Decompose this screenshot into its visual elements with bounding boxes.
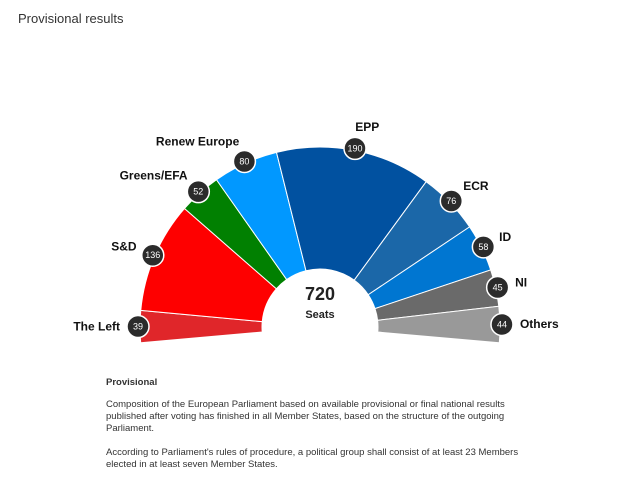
slice-epp[interactable] <box>275 146 427 281</box>
group-label-others: Others <box>520 317 559 331</box>
badge-epp <box>343 136 367 161</box>
group-label-renew-europe: Renew Europe <box>156 134 240 148</box>
seat-count-s-d: 136 <box>145 250 160 260</box>
badge-s-d <box>141 243 165 267</box>
group-label-the-left: The Left <box>73 319 120 333</box>
seat-count-ecr: 76 <box>446 196 456 206</box>
total-seats-value: 720 <box>305 284 335 304</box>
group-label-id: ID <box>499 230 511 244</box>
badge-ecr <box>439 189 464 213</box>
badge-ni <box>485 275 510 300</box>
group-label-s-d: S&D <box>111 240 137 254</box>
notes-paragraph-rules: According to Parliament's rules of proce… <box>106 447 519 470</box>
seat-count-greens-efa: 52 <box>193 187 203 197</box>
seat-count-ni: 45 <box>493 282 503 292</box>
badge-the-left <box>126 314 150 339</box>
seat-count-the-left: 39 <box>133 322 143 332</box>
slice-s-d[interactable] <box>140 207 278 323</box>
group-label-ecr: ECR <box>463 179 489 193</box>
badge-id <box>471 235 496 259</box>
seat-count-renew-europe: 80 <box>239 156 249 166</box>
badge-greens-efa <box>186 179 211 204</box>
page-title: Provisional results <box>18 11 124 26</box>
notes-title: Provisional <box>106 377 158 388</box>
badge-renew-europe <box>232 149 257 174</box>
group-label-greens-efa: Greens/EFA <box>120 168 188 182</box>
group-label-epp: EPP <box>355 120 379 134</box>
seat-count-epp: 190 <box>347 143 362 153</box>
total-seats-label: Seats <box>305 309 334 321</box>
notes-paragraph-composition: Composition of the European Parliament b… <box>106 399 505 434</box>
group-label-ni: NI <box>515 276 527 290</box>
seat-count-others: 44 <box>497 319 507 329</box>
notes-panel: Provisional Composition of the European … <box>106 377 536 483</box>
badge-others <box>490 312 514 337</box>
seat-count-id: 58 <box>478 242 488 252</box>
